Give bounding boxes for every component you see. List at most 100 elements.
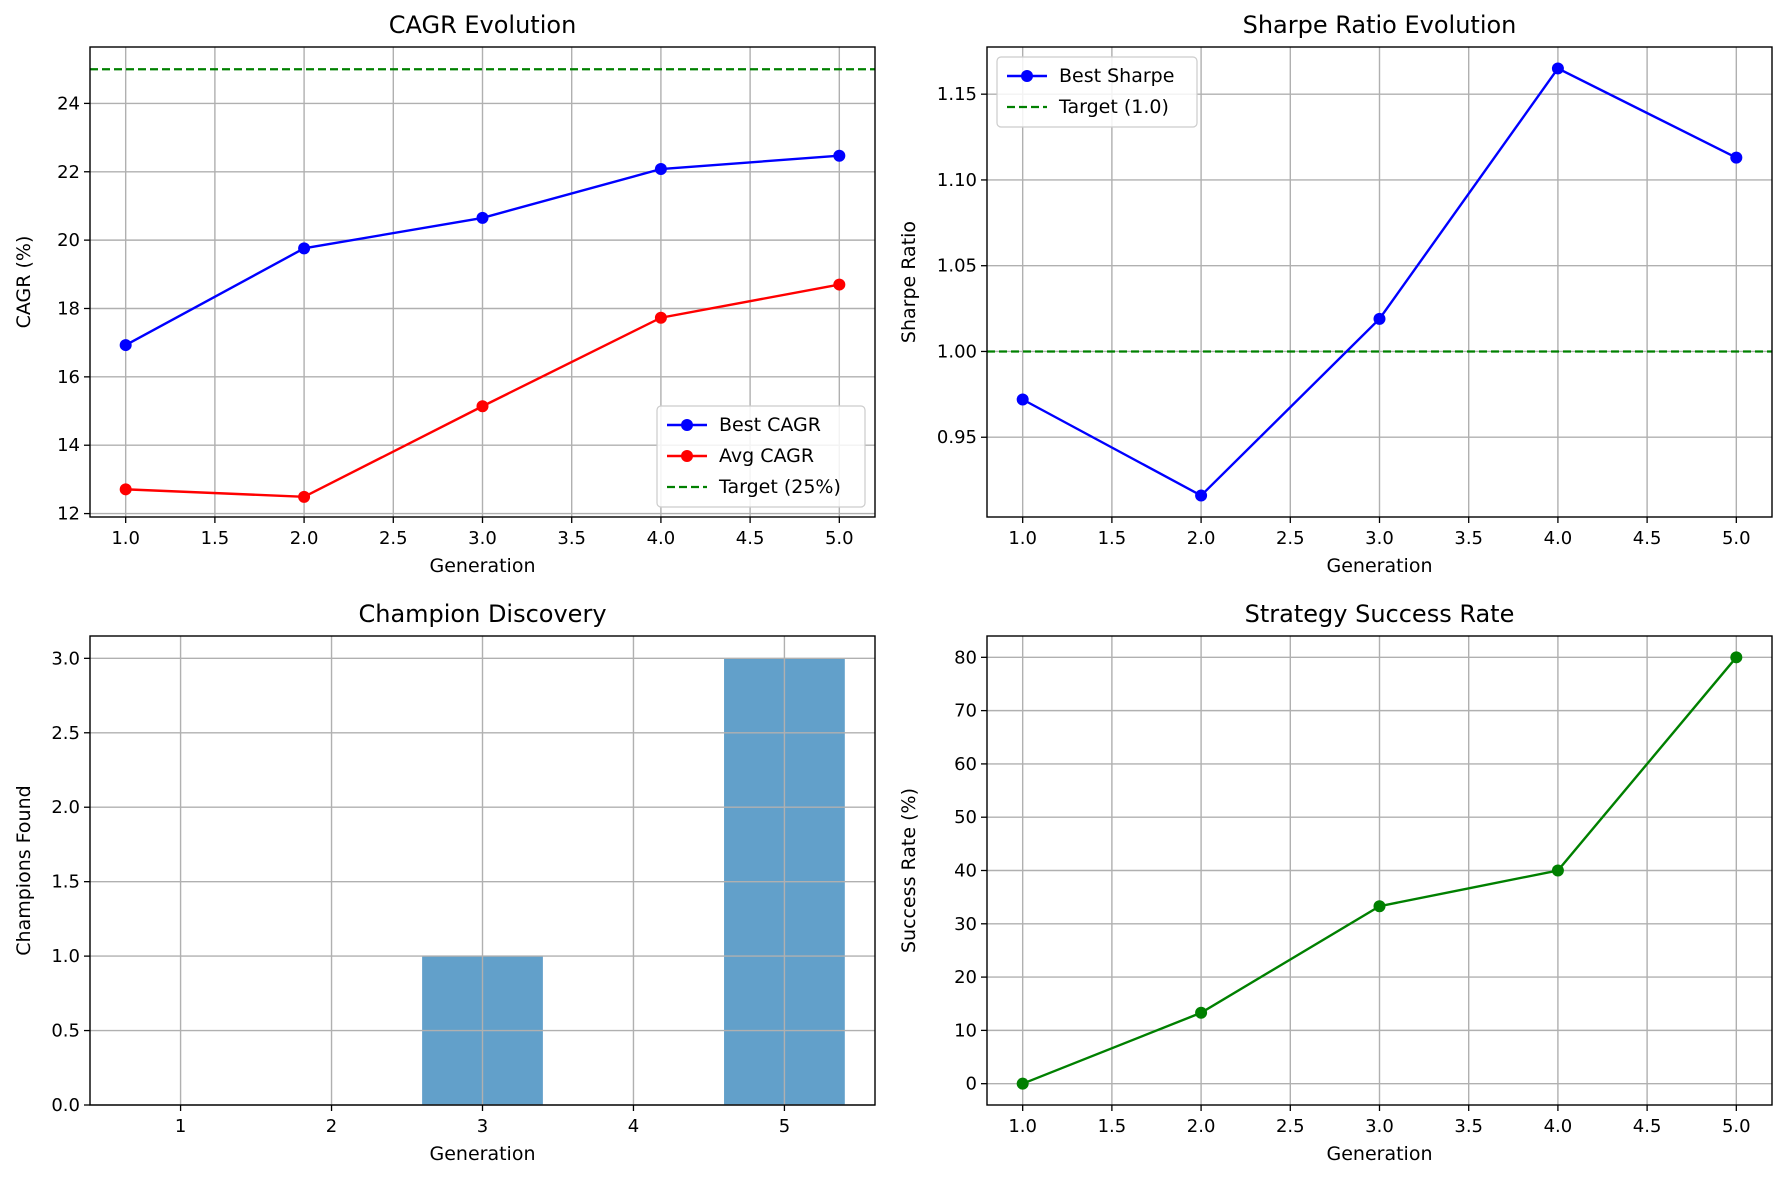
y-tick-label: 50	[954, 807, 977, 828]
chart-title: Champion Discovery	[358, 600, 606, 628]
x-tick-label: 3.5	[1454, 528, 1483, 549]
data-point	[1195, 1006, 1208, 1019]
y-tick-label: 12	[57, 504, 80, 525]
chart-panel-1: 1.0 1.5 2.0 2.5 3.0 3.5 4.0 4.5 5.0 12 14 16 18 20 22 2…	[13, 11, 876, 577]
data-point	[1373, 900, 1386, 913]
y-axis-label: Champions Found	[13, 785, 35, 955]
y-tick-label: 3.0	[51, 648, 80, 669]
x-tick-label: 1.0	[1008, 1116, 1037, 1137]
x-tick-label: 1.0	[111, 528, 140, 549]
y-tick-label: 60	[954, 754, 977, 775]
y-tick-label: 24	[57, 93, 80, 114]
x-tick-label: 2.5	[379, 528, 408, 549]
x-tick-label: 4.5	[736, 528, 765, 549]
x-tick-label: 5.0	[1722, 1116, 1751, 1137]
x-tick-label: 1.5	[201, 528, 230, 549]
y-tick-label: 18	[57, 298, 80, 319]
x-tick-label: 2.0	[290, 528, 319, 549]
x-tick-label: 5	[779, 1116, 790, 1137]
y-tick-label: 20	[954, 967, 977, 988]
x-tick-label: 4	[628, 1116, 639, 1137]
y-tick-label: 0.95	[937, 427, 977, 448]
data-point	[833, 149, 846, 162]
y-tick-label: 40	[954, 861, 977, 882]
legend-label: Avg CAGR	[719, 445, 814, 467]
x-tick-label: 4.5	[1633, 1116, 1662, 1137]
x-axis-label: Generation	[1327, 1143, 1433, 1165]
legend: Best CAGR Avg CAGR Target (25%)	[656, 405, 866, 508]
x-tick-label: 4.5	[1633, 528, 1662, 549]
y-tick-label: 2.5	[51, 723, 80, 744]
data-point	[298, 242, 311, 255]
chart-title: CAGR Evolution	[389, 11, 577, 39]
data-point	[1016, 393, 1029, 406]
y-tick-label: 0.0	[51, 1095, 80, 1116]
x-tick-label: 3.0	[1365, 1116, 1394, 1137]
y-axis-label: Sharpe Ratio	[898, 221, 920, 343]
legend-box	[996, 56, 1198, 128]
legend-marker	[1021, 70, 1033, 82]
y-tick-label: 22	[57, 162, 80, 183]
data-point	[1551, 62, 1564, 75]
data-point	[654, 163, 667, 176]
y-tick-label: 1.0	[51, 946, 80, 967]
y-tick-label: 16	[57, 367, 80, 388]
y-axis-label: CAGR (%)	[13, 236, 35, 329]
legend-label: Best CAGR	[719, 414, 821, 436]
y-tick-label: 2.0	[51, 797, 80, 818]
data-point	[833, 278, 846, 291]
chart-panel-2: 1.0 1.5 2.0 2.5 3.0 3.5 4.0 4.5 5.0 0.95 1.00 1.05 1…	[898, 11, 1773, 577]
x-tick-label: 1	[175, 1116, 186, 1137]
y-tick-label: 1.05	[937, 256, 977, 277]
x-tick-label: 2.0	[1187, 528, 1216, 549]
data-point	[298, 490, 311, 503]
data-point	[119, 339, 132, 352]
y-tick-label: 1.15	[937, 84, 977, 105]
y-tick-label: 1.00	[937, 341, 977, 362]
x-tick-label: 3.0	[1365, 528, 1394, 549]
data-point	[1373, 312, 1386, 325]
x-tick-label: 3	[477, 1116, 488, 1137]
y-tick-label: 1.5	[51, 872, 80, 893]
x-tick-label: 1.0	[1008, 528, 1037, 549]
x-tick-label: 4.0	[1544, 1116, 1573, 1137]
x-tick-label: 5.0	[825, 528, 854, 549]
data-point	[1551, 864, 1564, 877]
x-tick-label: 4.0	[1544, 528, 1573, 549]
legend-box	[656, 405, 866, 508]
data-point	[1730, 151, 1743, 164]
data-point	[654, 311, 667, 324]
y-tick-label: 14	[57, 435, 80, 456]
chart-title: Sharpe Ratio Evolution	[1243, 11, 1517, 39]
data-point	[476, 400, 489, 413]
data-point	[1730, 651, 1743, 664]
data-point	[1195, 489, 1208, 502]
legend-marker	[681, 419, 693, 431]
x-tick-label: 2	[326, 1116, 337, 1137]
legend-marker	[681, 450, 693, 462]
x-tick-label: 2.0	[1187, 1116, 1216, 1137]
y-tick-label: 80	[954, 647, 977, 668]
y-axis-label: Success Rate (%)	[898, 788, 920, 953]
x-axis-label: Generation	[1327, 555, 1433, 577]
legend-label: Target (25%)	[718, 476, 841, 498]
y-tick-label: 30	[954, 914, 977, 935]
legend-label: Best Sharpe	[1059, 65, 1174, 87]
x-tick-label: 2.5	[1276, 1116, 1305, 1137]
y-tick-label: 1.10	[937, 170, 977, 191]
data-point	[119, 483, 132, 496]
x-tick-label: 1.5	[1098, 1116, 1127, 1137]
chart-panel-4: 1.0 1.5 2.0 2.5 3.0 3.5 4.0 4.5 5.0 0 10 20 30 40 50 60…	[898, 600, 1773, 1165]
y-tick-label: 10	[954, 1020, 977, 1041]
y-tick-label: 0	[966, 1074, 977, 1095]
x-tick-label: 2.5	[1276, 528, 1305, 549]
legend-label: Target (1.0)	[1058, 96, 1169, 118]
x-tick-label: 5.0	[1722, 528, 1751, 549]
legend: Best Sharpe Target (1.0)	[996, 56, 1198, 128]
data-point	[1016, 1077, 1029, 1090]
x-tick-label: 3.0	[468, 528, 497, 549]
x-tick-label: 1.5	[1098, 528, 1127, 549]
data-point	[476, 211, 489, 224]
x-tick-label: 3.5	[557, 528, 586, 549]
